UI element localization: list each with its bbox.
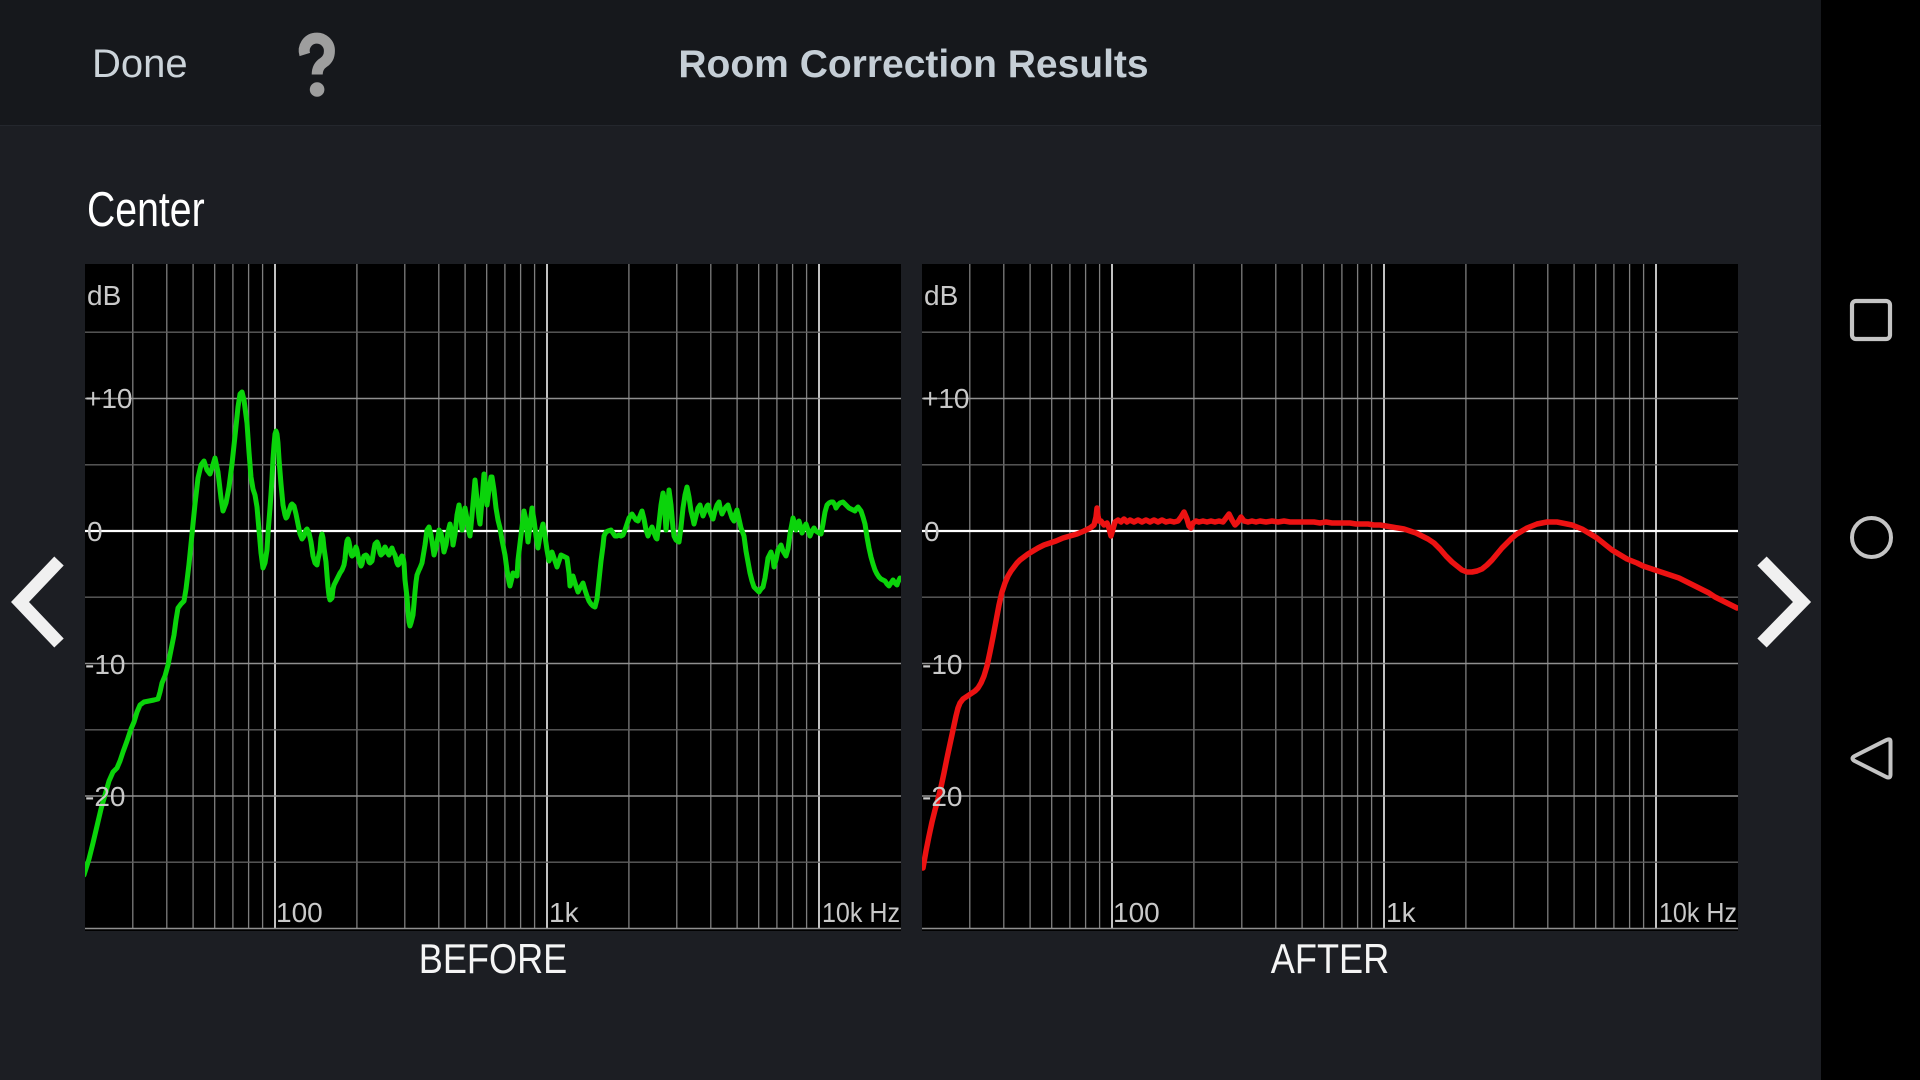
svg-text:-20: -20: [922, 781, 962, 812]
svg-text:10k Hz: 10k Hz: [822, 897, 900, 928]
svg-text:10k Hz: 10k Hz: [1659, 897, 1737, 928]
svg-text:-10: -10: [85, 649, 125, 680]
svg-text:0: 0: [924, 516, 940, 547]
svg-text:-10: -10: [922, 649, 962, 680]
svg-text:-20: -20: [85, 781, 125, 812]
svg-text:1k: 1k: [549, 897, 580, 928]
svg-text:100: 100: [1113, 897, 1160, 928]
svg-text:100: 100: [276, 897, 323, 928]
svg-text:0: 0: [87, 516, 103, 547]
svg-text:+10: +10: [922, 383, 970, 414]
svg-text:dB: dB: [924, 280, 958, 311]
svg-text:+10: +10: [85, 383, 133, 414]
svg-text:1k: 1k: [1386, 897, 1417, 928]
svg-text:dB: dB: [87, 280, 121, 311]
